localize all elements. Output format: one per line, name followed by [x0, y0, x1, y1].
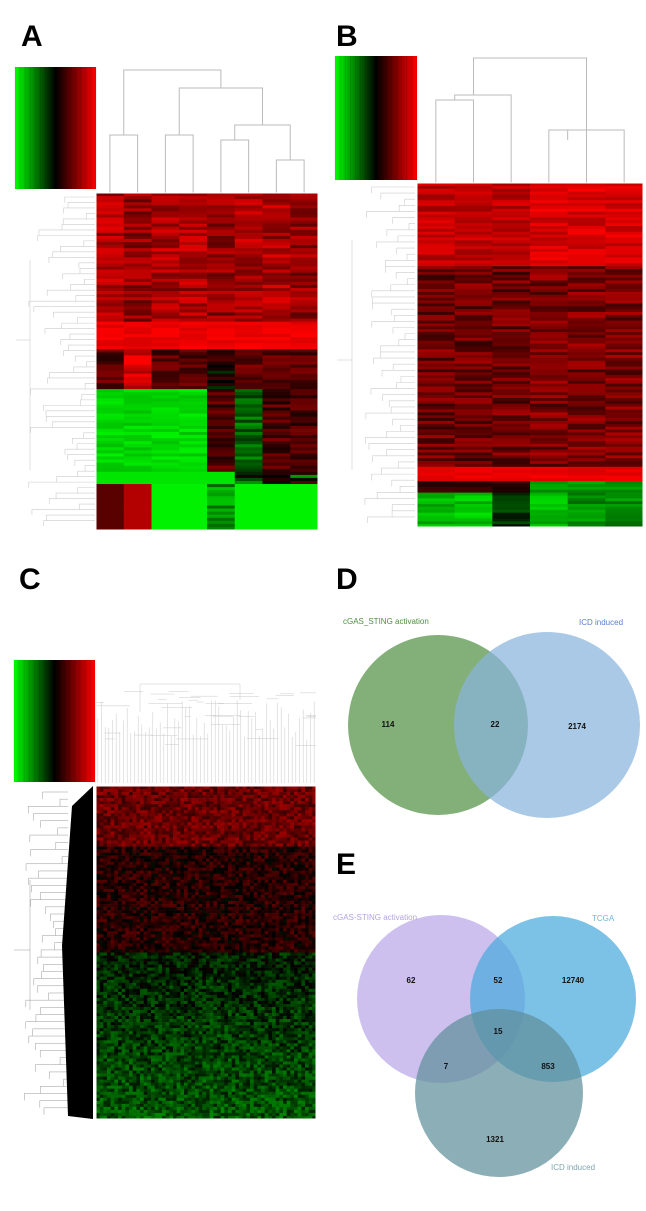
panel-label-d: D — [336, 563, 358, 596]
color-key-b-bands — [334, 56, 418, 180]
venn-d-count-icd-only: 2174 — [568, 722, 586, 731]
venn-e: cGAS-STING activation TCGA ICD induced 6… — [333, 913, 636, 1177]
heatmap-c — [13, 660, 317, 1120]
venn-d-label-cgas-sting: cGAS_STING activation — [343, 617, 429, 626]
venn-e-count-cgas-icd: 7 — [444, 1062, 449, 1071]
venn-d: cGAS_STING activation ICD induced 114 22… — [343, 617, 640, 818]
panel-label-c: C — [19, 563, 41, 596]
venn-e-label-cgas-sting: cGAS-STING activation — [333, 913, 417, 922]
row-dendrogram-b — [337, 186, 415, 524]
panel-label-b: B — [336, 20, 358, 53]
venn-e-count-all-three: 15 — [494, 1027, 503, 1036]
color-key-c — [14, 660, 95, 782]
venn-e-count-cgas-tcga: 52 — [494, 976, 503, 985]
venn-d-set-icd-induced — [454, 632, 640, 818]
venn-e-set-icd-induced — [415, 1009, 583, 1177]
venn-e-count-tcga-icd: 853 — [541, 1062, 555, 1071]
column-dendrogram-b — [435, 57, 625, 183]
heatmap-a-cells — [95, 192, 319, 531]
heatmap-c-cells — [95, 785, 317, 1120]
row-dendrogram-a — [16, 196, 95, 527]
heatmap-b — [334, 56, 644, 528]
color-key-a — [15, 67, 96, 189]
venn-d-count-intersection: 22 — [491, 720, 500, 729]
panel-label-e: E — [336, 848, 357, 881]
venn-d-count-cgas-only: 114 — [382, 720, 395, 729]
panel-label-a: A — [21, 20, 43, 53]
heatmap-a — [14, 67, 319, 531]
row-dendrogram-c-dense — [62, 786, 93, 1119]
color-key-c-bands — [13, 660, 96, 782]
color-key-a-bands — [14, 67, 97, 189]
row-dendrogram-c — [14, 791, 68, 1115]
venn-e-count-icd-only: 1321 — [486, 1135, 504, 1144]
venn-e-count-cgas-only: 62 — [407, 976, 416, 985]
column-dendrogram-c — [96, 683, 316, 783]
venn-e-label-icd-induced: ICD induced — [551, 1163, 595, 1172]
column-dendrogram-a — [109, 69, 305, 193]
venn-e-count-tcga-only: 12740 — [562, 976, 585, 985]
color-key-b — [335, 56, 417, 180]
venn-d-label-icd-induced: ICD induced — [579, 618, 623, 627]
venn-e-label-tcga: TCGA — [592, 914, 615, 923]
heatmap-b-cells — [416, 182, 644, 528]
